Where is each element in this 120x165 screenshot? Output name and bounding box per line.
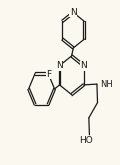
Text: N: N — [80, 61, 87, 70]
Text: NH: NH — [100, 80, 113, 89]
Text: N: N — [70, 8, 77, 17]
Text: HO: HO — [79, 136, 93, 145]
Text: N: N — [56, 61, 63, 70]
Text: F: F — [46, 70, 51, 79]
